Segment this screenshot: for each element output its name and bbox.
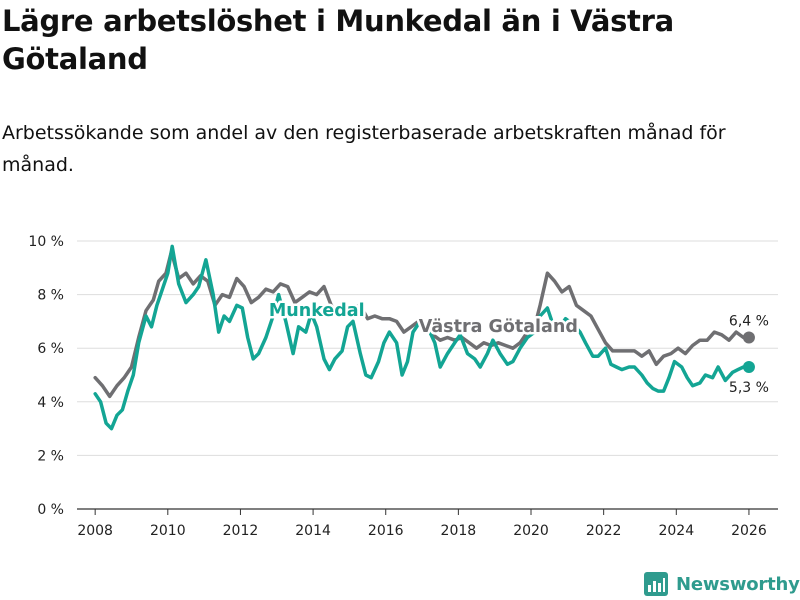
chart-subtitle: Arbetssökande som andel av den registerb… bbox=[2, 122, 726, 176]
series-label-munkedal: Munkedal bbox=[269, 301, 365, 321]
y-tick-label: 4 % bbox=[37, 395, 64, 411]
end-value-label-vastra-gotaland: 6,4 % bbox=[729, 313, 769, 329]
x-tick-label: 2022 bbox=[586, 523, 622, 539]
end-value-label-munkedal: 5,3 % bbox=[729, 380, 769, 396]
y-tick-label: 10 % bbox=[28, 234, 64, 250]
x-tick-label: 2018 bbox=[441, 523, 477, 539]
x-tick-label: 2010 bbox=[150, 523, 186, 539]
x-tick-label: 2012 bbox=[223, 523, 259, 539]
x-tick-label: 2026 bbox=[731, 523, 767, 539]
chart-title: Lägre arbetslöshet i Munkedal än i Västr… bbox=[2, 4, 674, 76]
brand-name: Newsworthy bbox=[676, 573, 800, 595]
y-axis: 0 % 2 % 4 % 6 % 8 % 10 % bbox=[28, 234, 64, 518]
series-end-point-vastra-gotaland bbox=[742, 331, 755, 344]
x-tick-label: 2024 bbox=[658, 523, 694, 539]
series-label-vastra-gotaland: Västra Götaland bbox=[419, 317, 578, 337]
newsworthy-brand[interactable]: Newsworthy bbox=[644, 570, 800, 598]
newsworthy-logo-icon bbox=[644, 572, 668, 596]
y-tick-label: 2 % bbox=[37, 448, 64, 464]
y-tick-label: 6 % bbox=[37, 341, 64, 357]
chart-series bbox=[93, 244, 755, 431]
x-axis: 2008 2010 2012 2014 2016 2018 2020 2022 2024 2026 bbox=[77, 509, 767, 539]
x-tick-label: 2014 bbox=[295, 523, 331, 539]
series-end-point-munkedal bbox=[742, 360, 755, 373]
x-tick-label: 2020 bbox=[513, 523, 549, 539]
chart-gridlines bbox=[77, 240, 778, 510]
x-tick-label: 2016 bbox=[368, 523, 404, 539]
x-tick-label: 2008 bbox=[77, 523, 113, 539]
series-line-munkedal bbox=[93, 244, 751, 431]
y-tick-label: 0 % bbox=[37, 502, 64, 518]
chart-labels: 6,4 % Västra Götaland 5,3 % Munkedal bbox=[266, 299, 769, 396]
y-tick-label: 8 % bbox=[37, 288, 64, 304]
